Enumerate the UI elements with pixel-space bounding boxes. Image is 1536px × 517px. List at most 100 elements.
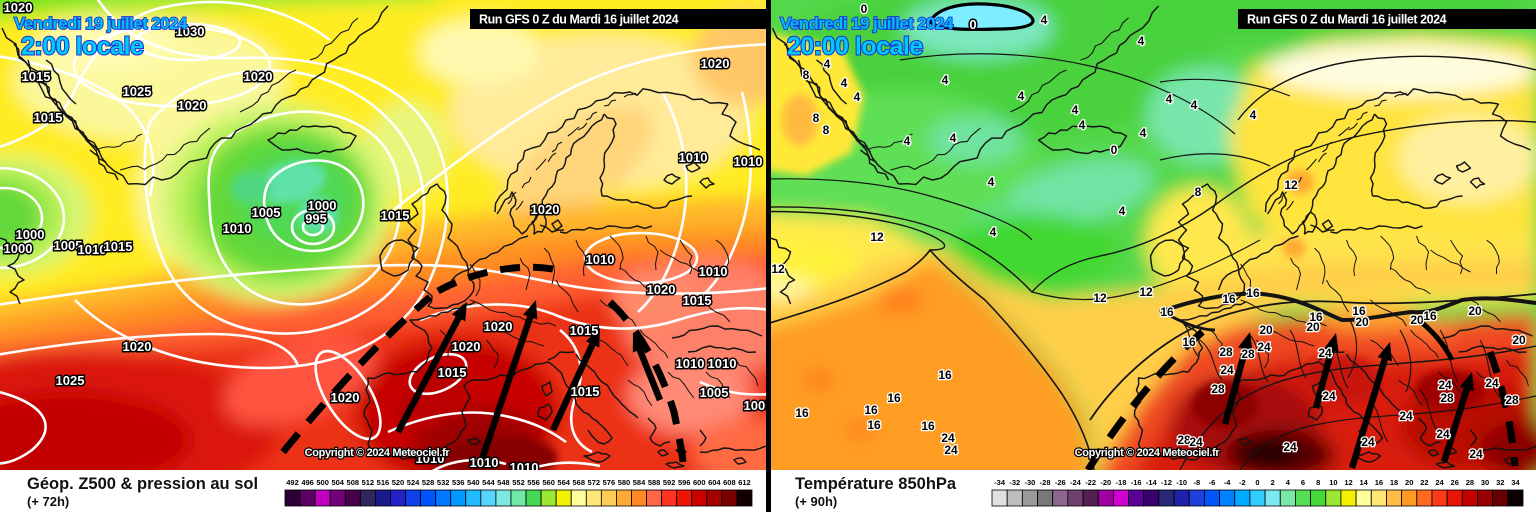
svg-text:16: 16 <box>1375 478 1383 487</box>
svg-text:1020: 1020 <box>4 0 33 15</box>
svg-text:24: 24 <box>1283 440 1297 454</box>
svg-text:Géop. Z500 & pression au sol: Géop. Z500 & pression au sol <box>27 475 258 493</box>
svg-text:20: 20 <box>1405 478 1413 487</box>
svg-text:Run GFS 0 Z du Mardi 16 juille: Run GFS 0 Z du Mardi 16 juillet 2024 <box>1247 13 1447 27</box>
svg-text:1015: 1015 <box>104 239 133 254</box>
svg-text:24: 24 <box>1189 435 1203 449</box>
svg-text:-32: -32 <box>1009 478 1020 487</box>
svg-text:24: 24 <box>1322 389 1336 403</box>
svg-text:20: 20 <box>1259 323 1273 337</box>
svg-text:-8: -8 <box>1193 478 1200 487</box>
svg-text:-12: -12 <box>1161 478 1172 487</box>
svg-text:1005: 1005 <box>54 238 83 253</box>
svg-text:1015: 1015 <box>381 208 410 223</box>
svg-text:-14: -14 <box>1146 478 1158 487</box>
svg-text:0: 0 <box>861 2 868 16</box>
svg-text:28: 28 <box>1177 433 1191 447</box>
svg-text:1030: 1030 <box>176 24 205 39</box>
svg-text:995: 995 <box>305 211 327 226</box>
svg-text:Copyright © 2024 Meteociel.fr: Copyright © 2024 Meteociel.fr <box>305 447 451 459</box>
svg-text:1000: 1000 <box>4 241 33 256</box>
svg-text:4: 4 <box>904 134 911 148</box>
svg-text:608: 608 <box>723 478 736 487</box>
svg-text:24: 24 <box>944 443 958 457</box>
svg-text:16: 16 <box>1182 335 1196 349</box>
svg-text:8: 8 <box>823 123 830 137</box>
svg-text:-18: -18 <box>1116 478 1127 487</box>
svg-text:1020: 1020 <box>178 98 207 113</box>
svg-text:16: 16 <box>887 391 901 405</box>
svg-text:24: 24 <box>1257 340 1271 354</box>
svg-text:4: 4 <box>1079 118 1086 132</box>
svg-text:4: 4 <box>841 76 848 90</box>
svg-text:1015: 1015 <box>570 323 599 338</box>
svg-text:556: 556 <box>527 478 540 487</box>
svg-text:20: 20 <box>1355 315 1369 329</box>
svg-text:16: 16 <box>1160 305 1174 319</box>
svg-text:0: 0 <box>1255 478 1259 487</box>
svg-text:Température 850hPa: Température 850hPa <box>795 475 957 493</box>
svg-text:28: 28 <box>1466 478 1474 487</box>
svg-text:1000: 1000 <box>308 198 337 213</box>
svg-text:532: 532 <box>437 478 450 487</box>
svg-text:24: 24 <box>1436 427 1450 441</box>
svg-text:16: 16 <box>1246 286 1260 300</box>
svg-text:-28: -28 <box>1040 478 1051 487</box>
svg-text:600: 600 <box>693 478 706 487</box>
svg-text:-22: -22 <box>1085 478 1096 487</box>
svg-text:20: 20 <box>1306 320 1320 334</box>
svg-text:24: 24 <box>1438 378 1452 392</box>
svg-text:4: 4 <box>1018 89 1025 103</box>
svg-text:1010: 1010 <box>586 252 615 267</box>
svg-text:24: 24 <box>1485 376 1499 390</box>
svg-text:-16: -16 <box>1131 478 1142 487</box>
svg-text:496: 496 <box>301 478 314 487</box>
svg-text:536: 536 <box>452 478 465 487</box>
svg-text:1020: 1020 <box>452 339 481 354</box>
svg-text:24: 24 <box>1220 363 1234 377</box>
svg-text:604: 604 <box>708 478 721 487</box>
svg-text:1010: 1010 <box>734 154 763 169</box>
svg-text:12: 12 <box>1284 178 1298 192</box>
svg-text:552: 552 <box>512 478 525 487</box>
svg-text:500: 500 <box>316 478 329 487</box>
svg-text:1020: 1020 <box>647 282 676 297</box>
svg-text:4: 4 <box>1041 13 1048 27</box>
svg-text:4: 4 <box>824 57 831 71</box>
svg-text:24: 24 <box>1361 435 1375 449</box>
svg-text:8: 8 <box>803 68 810 82</box>
svg-text:1025: 1025 <box>56 373 85 388</box>
svg-text:28: 28 <box>1219 345 1233 359</box>
svg-text:8: 8 <box>1195 185 1202 199</box>
svg-text:1015: 1015 <box>571 384 600 399</box>
svg-text:1005: 1005 <box>252 205 281 220</box>
svg-text:Vendredi 19 juillet 2024: Vendredi 19 juillet 2024 <box>780 14 954 33</box>
svg-text:(+ 90h): (+ 90h) <box>795 494 837 509</box>
svg-text:12: 12 <box>771 262 785 276</box>
svg-text:524: 524 <box>407 478 420 487</box>
svg-text:1020: 1020 <box>244 69 273 84</box>
svg-text:32: 32 <box>1496 478 1504 487</box>
svg-text:12: 12 <box>870 230 884 244</box>
svg-text:580: 580 <box>618 478 631 487</box>
svg-text:1010: 1010 <box>416 451 445 466</box>
svg-text:28: 28 <box>1241 347 1255 361</box>
svg-text:1015: 1015 <box>22 69 51 84</box>
svg-text:1020: 1020 <box>531 202 560 217</box>
svg-text:34: 34 <box>1511 478 1520 487</box>
svg-text:1020: 1020 <box>484 319 513 334</box>
svg-text:544: 544 <box>482 478 495 487</box>
svg-text:28: 28 <box>1505 393 1519 407</box>
svg-text:-10: -10 <box>1176 478 1187 487</box>
svg-text:1015: 1015 <box>438 365 467 380</box>
svg-text:24: 24 <box>941 431 955 445</box>
svg-text:18: 18 <box>1390 478 1398 487</box>
svg-text:1010: 1010 <box>699 264 728 279</box>
svg-text:596: 596 <box>678 478 691 487</box>
svg-text:504: 504 <box>331 478 344 487</box>
svg-text:16: 16 <box>795 406 809 420</box>
svg-text:Copyright © 2024 Meteociel.fr: Copyright © 2024 Meteociel.fr <box>1075 447 1221 459</box>
svg-text:24: 24 <box>1399 409 1413 423</box>
svg-text:564: 564 <box>557 478 570 487</box>
svg-text:4: 4 <box>988 175 995 189</box>
